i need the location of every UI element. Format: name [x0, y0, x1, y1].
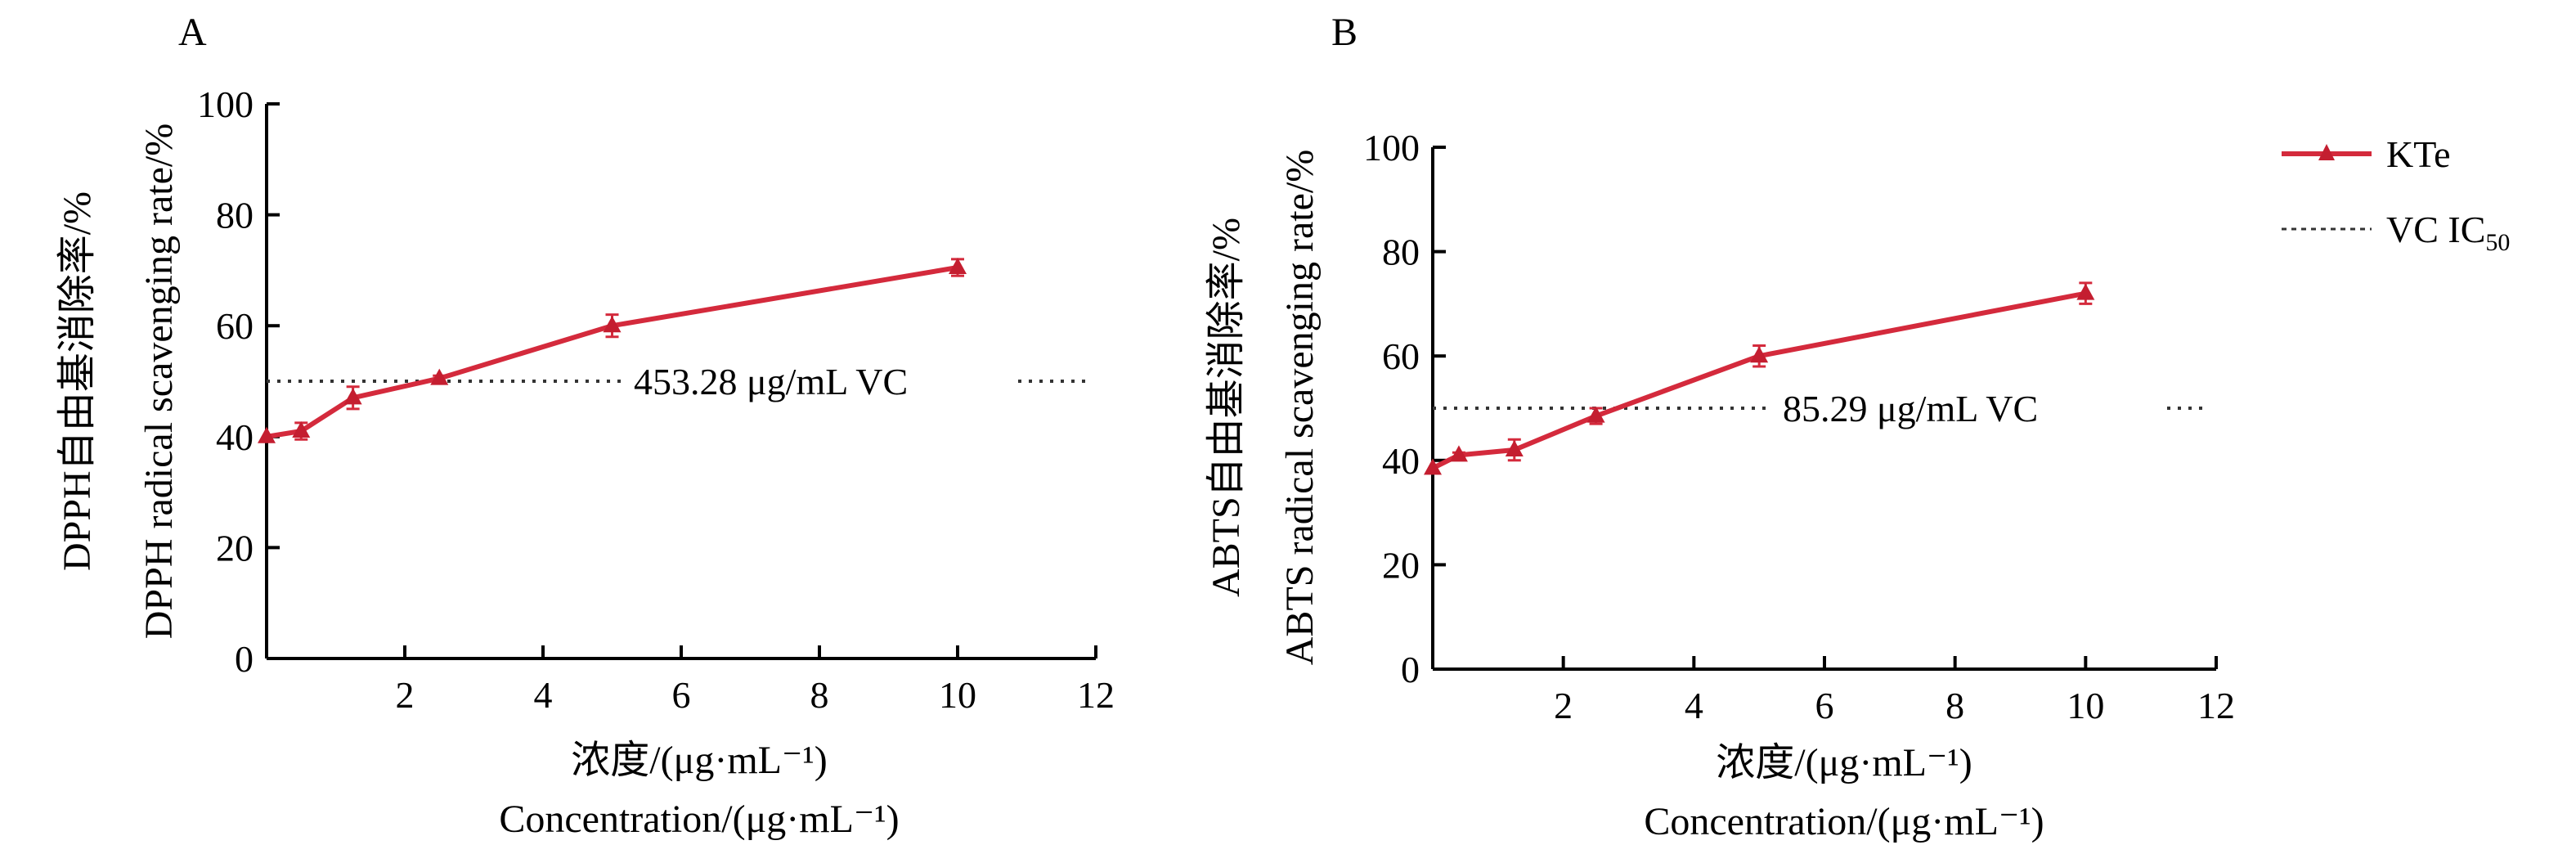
x-tick-label: 2	[396, 674, 415, 716]
legend: KTe VC IC50	[2282, 133, 2510, 256]
legend-vc-label-main: VC IC	[2386, 209, 2485, 250]
y-tick-label: 20	[216, 527, 254, 569]
y-axis-title-cn: ABTS自由基消除率/%	[1205, 218, 1248, 597]
x-tick-label: 4	[534, 674, 553, 716]
legend-vc-label: VC IC50	[2386, 209, 2510, 256]
y-tick-label: 0	[235, 638, 254, 680]
x-axis-title-en: Concentration/(μg·mL⁻¹)	[499, 798, 899, 841]
x-axis-title-en: Concentration/(μg·mL⁻¹)	[1644, 800, 2044, 843]
y-tick-label: 40	[1382, 440, 1420, 482]
data-point-marker	[343, 388, 362, 405]
reference-label: 453.28 μg/mL VC	[634, 361, 908, 402]
data-point-marker	[949, 258, 967, 275]
x-axis-title-cn: 浓度/(μg·mL⁻¹)	[571, 739, 827, 782]
data-point-marker	[1586, 406, 1605, 423]
data-point-marker	[2076, 283, 2095, 300]
y-tick-label: 100	[197, 83, 254, 125]
data-point-marker	[1505, 440, 1524, 457]
data-point-marker	[1424, 458, 1442, 475]
data-point-marker	[1449, 445, 1468, 462]
y-tick-label: 80	[216, 195, 254, 236]
panel-b-chart: B 0 20 40 60 80 100 2 4 6 8 10 12 浓度/(μg·mL⁻¹) Concent…	[1205, 11, 2235, 843]
x-tick-label: 2	[1554, 685, 1573, 726]
legend-kte-label: KTe	[2386, 133, 2451, 175]
legend-item-vc-ic50: VC IC50	[2282, 209, 2510, 256]
panel-a-chart: A 0 20 40 60 80 100 2 4 6 8 10 12 浓度/(μg·mL⁻¹) Concent…	[56, 11, 1115, 841]
legend-kte-marker	[2318, 144, 2335, 160]
y-axis-title-en: DPPH radical scavenging rate/%	[137, 124, 181, 639]
series-line-kte	[1431, 290, 2086, 471]
y-tick-label: 60	[1382, 335, 1420, 377]
y-tick-label: 100	[1363, 127, 1420, 169]
x-tick-label: 10	[2067, 685, 2104, 726]
data-point-marker	[430, 368, 449, 385]
panel-label: A	[178, 11, 207, 54]
data-point-marker	[603, 316, 622, 333]
series-line-kte	[266, 265, 958, 439]
x-tick-label: 12	[1077, 674, 1115, 716]
legend-vc-label-sub: 50	[2485, 229, 2510, 256]
legend-item-kte: KTe	[2282, 133, 2451, 175]
panel-label: B	[1331, 11, 1358, 54]
data-point-marker	[1750, 346, 1769, 363]
x-tick-label: 4	[1685, 685, 1703, 726]
x-axis-title-cn: 浓度/(μg·mL⁻¹)	[1716, 741, 1972, 784]
x-tick-label: 10	[939, 674, 976, 716]
y-tick-label: 40	[216, 416, 254, 458]
y-tick-label: 80	[1382, 231, 1420, 273]
x-tick-label: 6	[1815, 685, 1834, 726]
x-tick-label: 8	[1945, 685, 1964, 726]
y-axis-title-en: ABTS radical scavenging rate/%	[1278, 150, 1322, 665]
reference-label: 85.29 μg/mL VC	[1783, 388, 2038, 429]
x-tick-label: 8	[810, 674, 829, 716]
data-point-marker	[292, 421, 311, 438]
y-tick-label: 60	[216, 305, 254, 347]
y-tick-label: 0	[1401, 649, 1420, 690]
y-tick-label: 20	[1382, 544, 1420, 586]
x-tick-label: 6	[672, 674, 691, 716]
data-point-marker	[258, 426, 276, 443]
y-axis-title-cn: DPPH自由基消除率/%	[56, 191, 99, 571]
x-tick-label: 12	[2197, 685, 2235, 726]
